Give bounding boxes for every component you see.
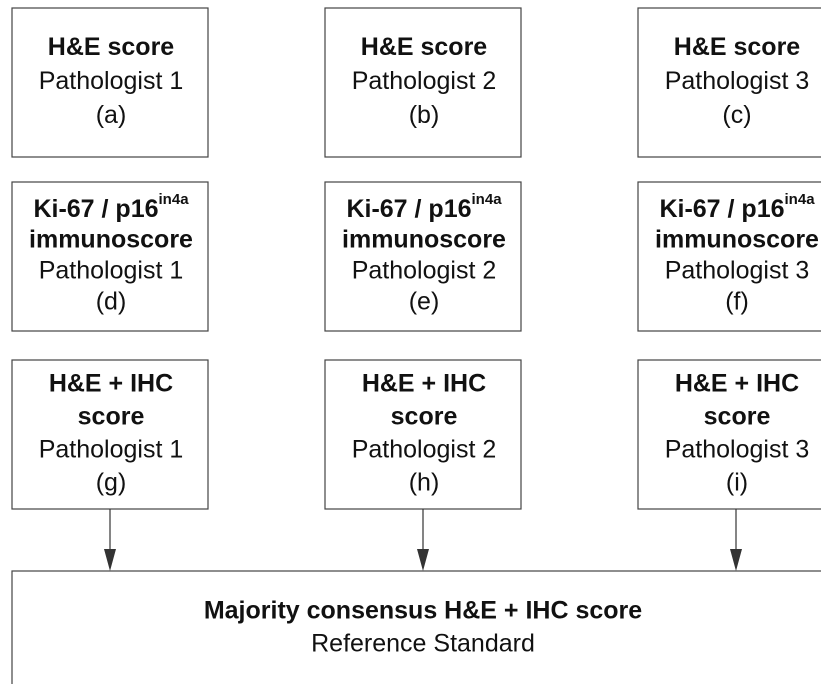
box-text: (i) xyxy=(726,469,748,497)
box xyxy=(637,181,821,332)
consensus-title: Majority consensus H&E + IHC score xyxy=(204,597,642,625)
arrow-head xyxy=(104,549,116,571)
box-heading: immunoscore xyxy=(342,226,506,254)
box-text: (h) xyxy=(409,469,440,497)
box-text: Pathologist 1 xyxy=(39,436,184,464)
box-text: Pathologist 2 xyxy=(352,436,497,464)
box-text: (g) xyxy=(96,469,127,497)
box-heading: score xyxy=(704,403,771,431)
box xyxy=(11,181,209,332)
box-text: (b) xyxy=(409,101,440,129)
arrow-head xyxy=(417,549,429,571)
box-heading: Ki-67 / p16in4a xyxy=(659,191,815,223)
box-heading: H&E + IHC xyxy=(675,370,799,398)
heading-text: Ki-67 / p16 xyxy=(659,195,784,223)
box xyxy=(324,181,522,332)
box-text: (d) xyxy=(96,288,127,316)
box-text: Pathologist 3 xyxy=(665,436,810,464)
box xyxy=(637,7,821,158)
box-heading: H&E score xyxy=(674,33,801,61)
consensus-box xyxy=(11,570,821,684)
box-text: Pathologist 1 xyxy=(39,257,184,285)
box xyxy=(637,359,821,510)
box xyxy=(11,7,209,158)
box-text: Pathologist 2 xyxy=(352,257,497,285)
superscript: in4a xyxy=(159,191,190,208)
box xyxy=(324,359,522,510)
box-heading: score xyxy=(391,403,458,431)
consensus-subtitle: Reference Standard xyxy=(311,630,535,658)
box-heading: Ki-67 / p16in4a xyxy=(346,191,502,223)
box-heading: Ki-67 / p16in4a xyxy=(33,191,189,223)
box-heading: H&E + IHC xyxy=(362,370,486,398)
box-heading: H&E score xyxy=(361,33,488,61)
box-text: Pathologist 3 xyxy=(665,257,810,285)
box-text: (a) xyxy=(96,101,127,129)
box xyxy=(11,359,209,510)
box-text: Pathologist 3 xyxy=(665,67,810,95)
box-text: (f) xyxy=(725,288,749,316)
box xyxy=(324,7,522,158)
heading-text: Ki-67 / p16 xyxy=(33,195,158,223)
box-heading: H&E + IHC xyxy=(49,370,173,398)
box-text: (e) xyxy=(409,288,440,316)
heading-text: Ki-67 / p16 xyxy=(346,195,471,223)
box-heading: immunoscore xyxy=(655,226,819,254)
box-text: Pathologist 1 xyxy=(39,67,184,95)
box-heading: score xyxy=(78,403,145,431)
arrow-head xyxy=(730,549,742,571)
box-heading: H&E score xyxy=(48,33,175,61)
superscript: in4a xyxy=(785,191,816,208)
box-text: (c) xyxy=(722,101,751,129)
superscript: in4a xyxy=(472,191,503,208)
box-text: Pathologist 2 xyxy=(352,67,497,95)
box-heading: immunoscore xyxy=(29,226,193,254)
